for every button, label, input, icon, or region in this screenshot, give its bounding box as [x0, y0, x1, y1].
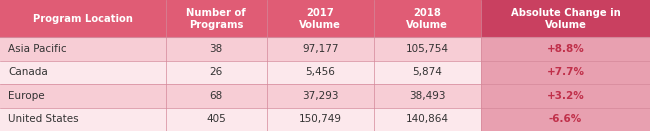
Text: 2017
Volume: 2017 Volume [299, 8, 341, 30]
Text: Europe: Europe [8, 91, 45, 101]
Bar [266, 61, 374, 84]
Text: 5,456: 5,456 [306, 67, 335, 77]
Text: 140,864: 140,864 [406, 114, 449, 124]
Text: 5,874: 5,874 [413, 67, 442, 77]
Bar [481, 84, 650, 108]
Bar [0, 108, 166, 131]
Text: 97,177: 97,177 [302, 44, 339, 54]
Text: 150,749: 150,749 [298, 114, 342, 124]
Bar [266, 37, 374, 61]
Bar [266, 84, 374, 108]
Bar [166, 108, 266, 131]
Bar [0, 37, 166, 61]
Bar [166, 61, 266, 84]
Text: Absolute Change in
Volume: Absolute Change in Volume [511, 8, 620, 30]
Text: Program Location: Program Location [33, 14, 133, 24]
Text: Canada: Canada [8, 67, 48, 77]
Text: 37,293: 37,293 [302, 91, 339, 101]
Bar [481, 61, 650, 84]
Text: 38: 38 [209, 44, 223, 54]
Bar [166, 37, 266, 61]
Text: +7.7%: +7.7% [547, 67, 584, 77]
Bar [0, 61, 166, 84]
Bar [266, 0, 374, 37]
Bar [481, 37, 650, 61]
Text: Asia Pacific: Asia Pacific [8, 44, 67, 54]
Bar [481, 108, 650, 131]
Text: +8.8%: +8.8% [547, 44, 584, 54]
Bar [266, 108, 374, 131]
Bar [0, 0, 166, 37]
Bar [481, 0, 650, 37]
Text: Number of
Programs: Number of Programs [187, 8, 246, 30]
Text: 2018
Volume: 2018 Volume [406, 8, 448, 30]
Bar [374, 108, 481, 131]
Text: 26: 26 [209, 67, 223, 77]
Text: +3.2%: +3.2% [547, 91, 584, 101]
Bar [374, 0, 481, 37]
Text: 105,754: 105,754 [406, 44, 449, 54]
Bar [166, 0, 266, 37]
Text: 38,493: 38,493 [409, 91, 446, 101]
Text: -6.6%: -6.6% [549, 114, 582, 124]
Text: 68: 68 [209, 91, 223, 101]
Bar [374, 61, 481, 84]
Text: 405: 405 [206, 114, 226, 124]
Bar [0, 84, 166, 108]
Text: United States: United States [8, 114, 79, 124]
Bar [374, 37, 481, 61]
Bar [166, 84, 266, 108]
Bar [374, 84, 481, 108]
